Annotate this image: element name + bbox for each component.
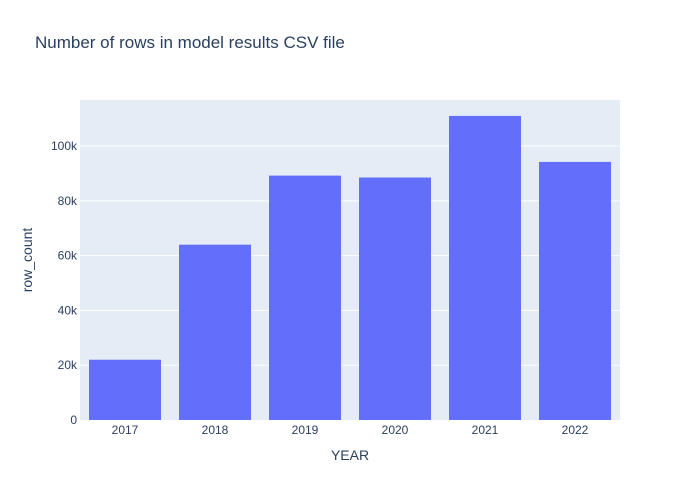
x-tick-label: 2019	[292, 423, 319, 437]
x-tick-label: 2022	[562, 423, 589, 437]
bar-2019[interactable]	[269, 175, 341, 420]
bar-2018[interactable]	[179, 244, 251, 420]
x-tick-label: 2018	[202, 423, 229, 437]
y-tick-label: 20k	[58, 358, 78, 372]
x-axis-ticks: 2017 2018 2019 2020 2021 2022	[112, 423, 589, 437]
y-tick-label: 60k	[58, 249, 78, 263]
plot-area	[80, 100, 620, 420]
bar-2020[interactable]	[359, 177, 431, 420]
bar-2022[interactable]	[539, 161, 611, 421]
chart-title: Number of rows in model results CSV file	[35, 33, 345, 52]
y-axis-title: row_count	[19, 228, 35, 293]
y-tick-label: 80k	[58, 194, 78, 208]
y-tick-label: 0	[70, 413, 77, 427]
y-axis-ticks: 0 20k 40k 60k 80k 100k	[51, 139, 78, 427]
x-tick-label: 2020	[382, 423, 409, 437]
x-tick-label: 2021	[472, 423, 499, 437]
y-tick-label: 40k	[58, 303, 78, 317]
x-axis-title: YEAR	[331, 447, 369, 463]
x-tick-label: 2017	[112, 423, 139, 437]
bar-2017[interactable]	[89, 359, 161, 420]
bars	[89, 115, 611, 421]
gridlines	[80, 145, 620, 366]
bar-2021[interactable]	[449, 115, 521, 420]
y-tick-label: 100k	[51, 139, 78, 153]
